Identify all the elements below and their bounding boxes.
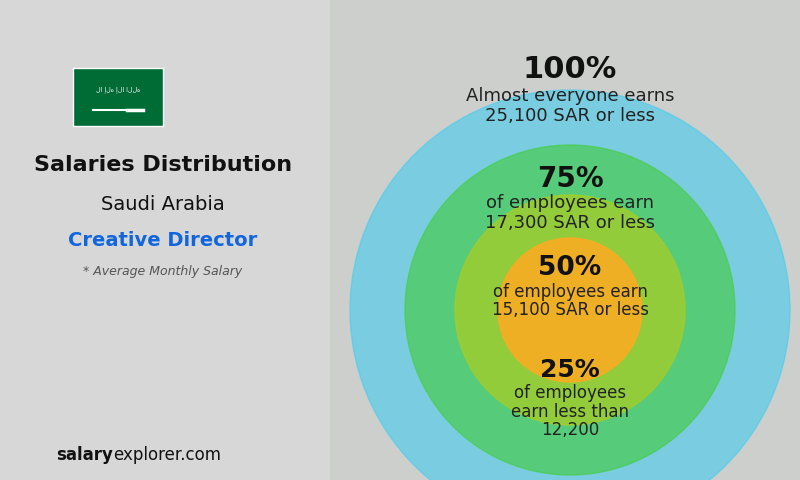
Circle shape: [350, 90, 790, 480]
Text: لا إله إلا الله: لا إله إلا الله: [96, 87, 140, 94]
Text: * Average Monthly Salary: * Average Monthly Salary: [83, 265, 242, 278]
Text: salary: salary: [56, 446, 113, 464]
Bar: [0, 0, 330, 480]
Text: 100%: 100%: [523, 55, 617, 84]
Bar: [73, 68, 163, 126]
Text: of employees earn: of employees earn: [493, 283, 647, 300]
Text: 25,100 SAR or less: 25,100 SAR or less: [485, 107, 655, 125]
Text: 75%: 75%: [537, 165, 603, 193]
Text: of employees earn: of employees earn: [486, 194, 654, 212]
Text: earn less than: earn less than: [511, 403, 629, 420]
Text: 17,300 SAR or less: 17,300 SAR or less: [485, 214, 655, 232]
Text: of employees: of employees: [514, 384, 626, 402]
Circle shape: [455, 195, 685, 425]
Circle shape: [498, 238, 642, 382]
Text: Saudi Arabia: Saudi Arabia: [101, 195, 225, 215]
Text: Almost everyone earns: Almost everyone earns: [466, 87, 674, 105]
Text: Salaries Distribution: Salaries Distribution: [34, 155, 292, 175]
Text: Creative Director: Creative Director: [68, 230, 258, 250]
Text: explorer.com: explorer.com: [113, 446, 221, 464]
Text: 15,100 SAR or less: 15,100 SAR or less: [491, 301, 649, 319]
Text: 25%: 25%: [540, 358, 600, 382]
Text: 50%: 50%: [538, 255, 602, 281]
Circle shape: [405, 145, 735, 475]
Text: 12,200: 12,200: [541, 421, 599, 439]
